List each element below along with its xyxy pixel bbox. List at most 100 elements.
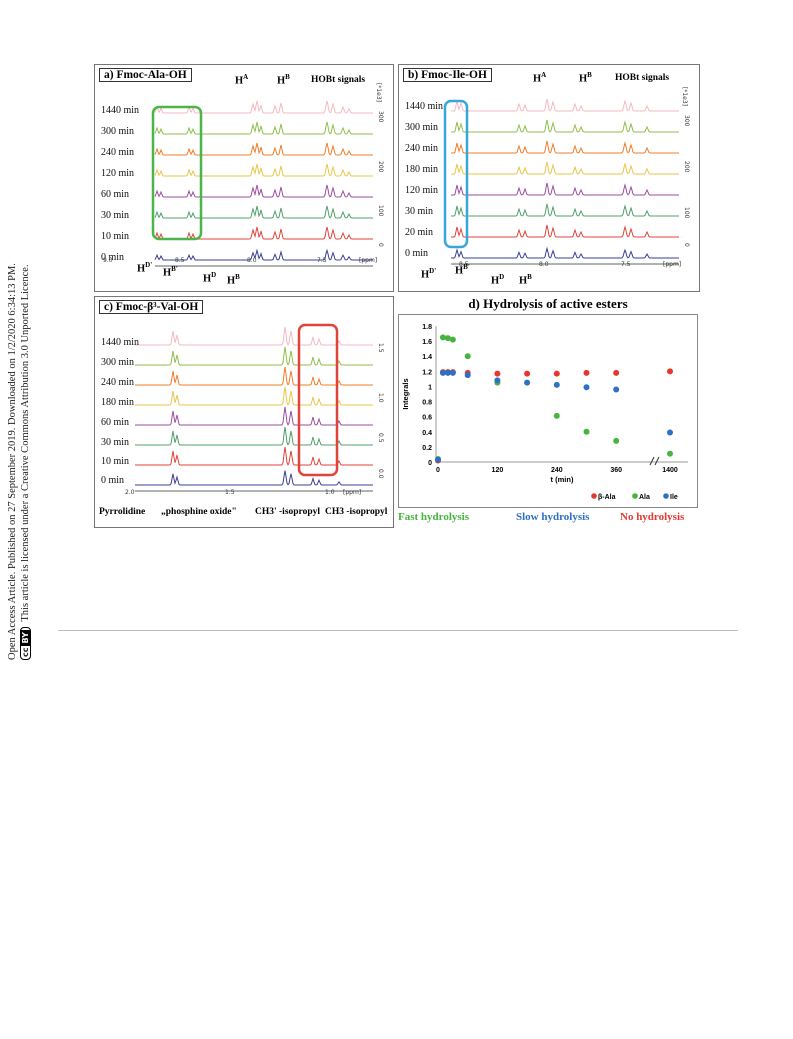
time-label: 180 min [101,397,135,408]
int-tick: 300 [377,111,384,123]
chart-frame [398,314,698,508]
label-hB2: HB [227,273,240,287]
time-label: 120 min [101,168,135,179]
ppm-unit: [ppm] [343,489,362,496]
panel-c-spectra [135,323,373,492]
data-point-Ala [449,336,456,343]
time-label: 180 min [405,164,439,175]
y-tick-label: 1.4 [422,354,432,361]
int-tick: 0 [377,243,384,247]
int-tick: 100 [683,207,690,219]
y-tick-label: 0.4 [422,430,432,437]
legend-label: Ala [639,494,650,501]
label-hD: HD [491,273,505,287]
label-ch3-prime: CH3' -isopropyl [255,507,321,517]
label-phosphine-oxide: „phosphine oxide" [161,507,237,517]
data-point-Ala [613,437,620,444]
legend-marker [591,493,597,499]
label-hB: HB [579,71,592,85]
by-label: BY [21,630,30,646]
y-tick-label: 1.8 [422,324,432,331]
ppm-tick: 1.5 [225,489,235,496]
ppm-tick: 8.5 [175,257,185,264]
time-label: 10 min [101,231,130,242]
spectrum-trace [135,406,373,426]
ppm-tick: 1.0 [325,489,335,496]
time-label: 30 min [405,206,434,217]
ppm-unit: [ppm] [663,261,682,268]
y-tick-label: 0.6 [422,415,432,422]
spectrum-trace [451,182,679,196]
ppm-unit: [ppm] [359,257,378,264]
cc-by-badge[interactable]: ccBY [20,627,31,660]
label-hD-prime: HD' [137,261,153,275]
data-point-Ile [444,369,451,376]
int-tick: 0 [683,243,690,247]
legend-marker [632,493,638,499]
int-tick: 1.5 [377,343,384,353]
spectrum-trace [135,366,373,386]
x-tick-label: 0 [436,467,440,474]
legend-marker [663,493,669,499]
ppm-tick: 7.5 [621,261,631,268]
time-label: 240 min [101,377,135,388]
data-point-Ile [494,377,501,384]
data-point-Ala [667,450,673,457]
time-label: 1440 min [405,101,444,112]
y-tick-label: 1.2 [422,369,432,376]
spectrum-trace [154,100,373,114]
x-axis-label: t (min) [551,475,574,484]
int-tick: 300 [683,115,690,127]
time-label: 1440 min [101,105,140,116]
time-label: 0 min [405,248,429,259]
spectrum-trace [154,142,373,156]
data-point-Ile [524,379,531,386]
y-tick-label: 0 [428,460,432,467]
data-point-β-Ala [524,370,531,377]
data-point-Ala [583,428,590,435]
time-label: 60 min [101,189,130,200]
footer-none: No hydrolysis [620,511,685,523]
label-hA: HA [235,73,249,87]
int-unit: [*1e3] [375,83,382,103]
time-label: 300 min [405,122,439,133]
spectrum-trace [135,446,373,466]
panel-b: b) Fmoc-Ile-OH 1440 min 300 min 240 min … [398,64,700,292]
legend-label: Ile [670,494,678,501]
time-label: 0 min [101,475,125,486]
spectrum-trace [154,226,373,240]
time-label: 30 min [101,210,130,221]
time-label: 300 min [101,126,135,137]
figure: a) Fmoc-Ala-OH 1440 min 300 min 240 min … [94,64,700,528]
label-hobt: HOBt signals [311,75,366,85]
spectrum-trace [154,184,373,198]
int-tick: 1.0 [377,393,384,403]
int-tick: 0.5 [377,433,384,443]
data-point-Ile [449,369,456,376]
panel-a: a) Fmoc-Ala-OH 1440 min 300 min 240 min … [94,64,394,292]
time-label: 60 min [101,417,130,428]
label-ch3: CH3 -isopropyl [325,507,388,517]
license-line-2: This article is licensed under a Creativ… [20,264,31,622]
time-label: 120 min [405,185,439,196]
license-side-note: Open Access Article. Published on 27 Sep… [6,190,50,660]
cc-label: cc [21,647,30,657]
time-label: 1440 min [101,337,140,348]
spectrum-trace [135,470,373,486]
data-point-Ala [553,412,560,419]
label-hA: HA [533,71,547,85]
spectrum-trace [451,119,679,133]
spectrum-trace [135,426,373,446]
label-hD: HD [203,271,217,285]
hydrolysis-chart: 0 0.2 0.4 0.6 0.8 1 1.2 1.4 1.6 1.8 0 120 240 360 1400… [401,324,688,501]
spectrum-trace [154,248,373,261]
label-pyrrolidine: Pyrrolidine [99,507,146,517]
y-tick-label: 1.6 [422,339,432,346]
time-label: 20 min [405,227,434,238]
ppm-tick: 8.0 [539,261,549,268]
spectrum-trace [451,224,679,238]
int-tick: 0.0 [377,469,384,479]
data-point-Ile [464,372,471,379]
spectrum-trace [154,121,373,135]
data-point-β-Ala [583,369,590,376]
